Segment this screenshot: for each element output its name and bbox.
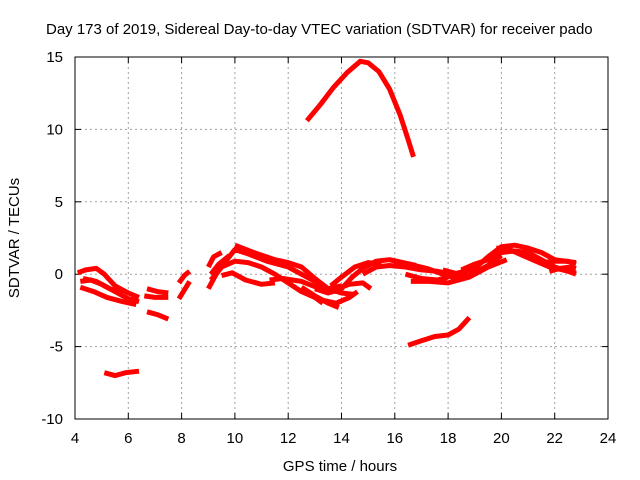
x-tick-label: 16 [386,430,403,447]
x-tick-labels: 4 6 8 10 12 14 16 18 20 22 24 [71,430,617,447]
x-tick-label: 12 [280,430,297,447]
y-tick-label: 0 [55,266,63,283]
series-arc-21 [329,260,382,288]
series-arc-13 [206,250,223,269]
y-tick-label: 15 [46,49,63,66]
x-tick-label: 22 [546,430,563,447]
x-tick-label: 6 [124,430,132,447]
series-arc-33 [304,58,416,158]
series-arc-10 [176,269,192,285]
series-arc-05 [146,286,169,296]
series-arc-30 [541,258,577,267]
chart-title: Day 173 of 2019, Sidereal Day-to-day VTE… [46,21,593,38]
y-tick-labels: -10 -5 0 5 10 15 [41,49,63,428]
x-tick-label: 10 [227,430,244,447]
y-tick-label: -10 [41,411,63,428]
x-tick-label: 24 [600,430,617,447]
series-arc-31 [548,264,577,274]
series-arc-22 [335,280,373,292]
series-arc-20 [322,289,359,306]
series-arc-07 [146,309,170,322]
x-tick-label: 14 [333,430,350,447]
series-arc-15 [220,270,276,287]
series-arc-08 [103,368,140,379]
y-axis-label: SDTVAR / TECUs [6,178,23,298]
series-layer [76,58,577,379]
y-tick-label: 5 [55,194,63,211]
series-arc-04 [82,276,124,296]
series-arc-03 [79,284,137,308]
series-arc-32 [407,315,472,348]
series-arc-26 [410,257,508,286]
x-axis-label: GPS time / hours [283,458,397,475]
series-arc-06 [143,293,169,300]
series-arc-01 [76,265,140,300]
x-tick-label: 4 [71,430,79,447]
series-arc-14 [208,253,232,276]
series-arc-09 [176,280,192,301]
series-arc-27 [442,242,577,277]
x-tick-label: 8 [177,430,185,447]
grid-lines [75,57,608,419]
y-tick-label: -5 [50,339,63,356]
series-arc-18 [300,285,340,310]
x-tick-label: 18 [440,430,457,447]
y-tick-label: 10 [46,121,63,138]
x-tick-label: 20 [493,430,510,447]
axis-ticks [74,56,609,420]
